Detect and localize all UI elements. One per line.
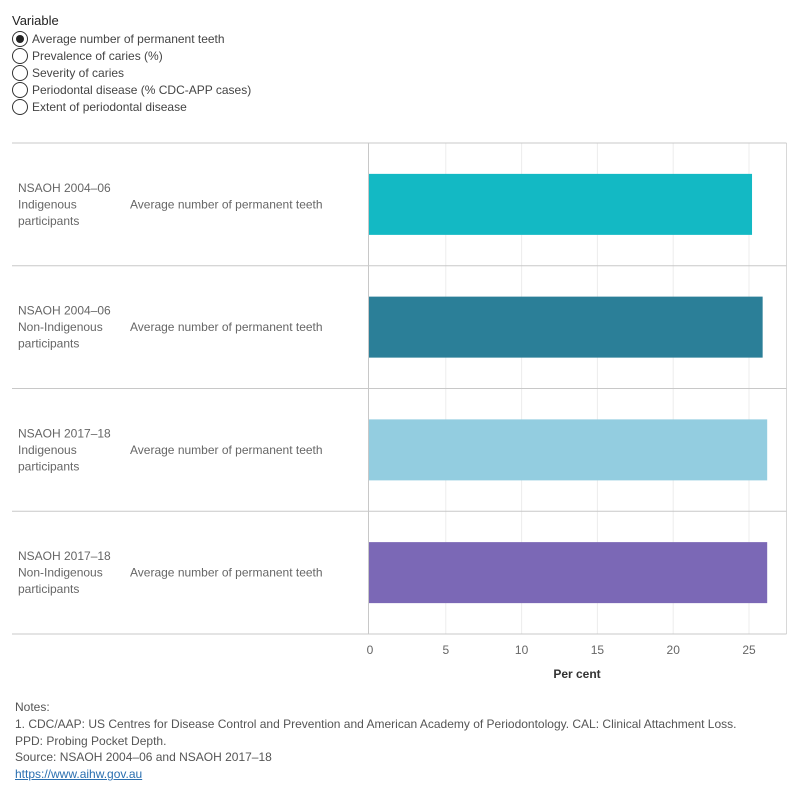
radio-option-average-teeth[interactable]: Average number of permanent teeth xyxy=(12,30,251,47)
notes: Notes: 1. CDC/AAP: US Centres for Diseas… xyxy=(15,699,736,783)
source-link[interactable]: https://www.aihw.gov.au xyxy=(15,767,143,782)
x-tick-label: 15 xyxy=(591,643,605,657)
variable-label: Average number of permanent teeth xyxy=(130,566,323,580)
radio-label: Periodontal disease (% CDC-APP cases) xyxy=(32,82,252,97)
radio-option-prevalence-caries[interactable]: Prevalence of caries (%) xyxy=(12,47,251,64)
row-label: NSAOH 2004–06 Indigenous participants xyxy=(18,181,111,228)
notes-line: PPD: Probing Pocket Depth. xyxy=(15,733,167,748)
radio-label: Average number of permanent teeth xyxy=(32,31,225,46)
filter-title: Variable xyxy=(12,13,59,28)
radio-button[interactable] xyxy=(12,81,28,98)
radio-button[interactable] xyxy=(12,64,28,81)
radio-label: Extent of periodontal disease xyxy=(32,99,187,114)
radio-label: Severity of caries xyxy=(32,65,125,80)
x-tick-label: 20 xyxy=(667,643,681,657)
notes-heading: Notes: xyxy=(15,700,50,714)
radio-button[interactable] xyxy=(12,98,28,115)
row-label: NSAOH 2017–18 Indigenous participants xyxy=(18,426,111,473)
bar-chart: NSAOH 2004–06 Indigenous participants Avera… xyxy=(12,142,787,681)
row-label: NSAOH 2004–06 Non-Indigenous participants xyxy=(18,304,111,351)
variable-label: Average number of permanent teeth xyxy=(130,443,323,457)
radio-option-periodontal-disease[interactable]: Periodontal disease (% CDC-APP cases) xyxy=(12,81,251,98)
row-label: NSAOH 2017–18 Non-Indigenous participants xyxy=(18,549,111,596)
bar xyxy=(369,542,768,604)
bar xyxy=(369,419,768,481)
x-tick-label: 5 xyxy=(442,643,449,657)
notes-line: Source: NSAOH 2004–06 and NSAOH 2017–18 xyxy=(15,750,272,765)
bar xyxy=(369,296,763,358)
radio-button[interactable] xyxy=(12,47,28,64)
radio-button[interactable] xyxy=(12,30,28,47)
radio-label: Prevalence of caries (%) xyxy=(32,48,163,63)
x-tick-label: 10 xyxy=(515,643,529,657)
radio-option-severity-caries[interactable]: Severity of caries xyxy=(12,64,251,81)
radio-option-extent-periodontal[interactable]: Extent of periodontal disease xyxy=(12,98,251,115)
variable-label: Average number of permanent teeth xyxy=(130,197,323,211)
bar xyxy=(369,173,753,235)
notes-line: 1. CDC/AAP: US Centres for Disease Contr… xyxy=(15,716,737,731)
variable-filter: Variable Average number of permanent tee… xyxy=(12,13,251,115)
x-axis-title: Per cent xyxy=(553,667,600,681)
x-tick-label: 25 xyxy=(742,643,756,657)
variable-label: Average number of permanent teeth xyxy=(130,320,323,334)
x-tick-label: 0 xyxy=(367,643,374,657)
